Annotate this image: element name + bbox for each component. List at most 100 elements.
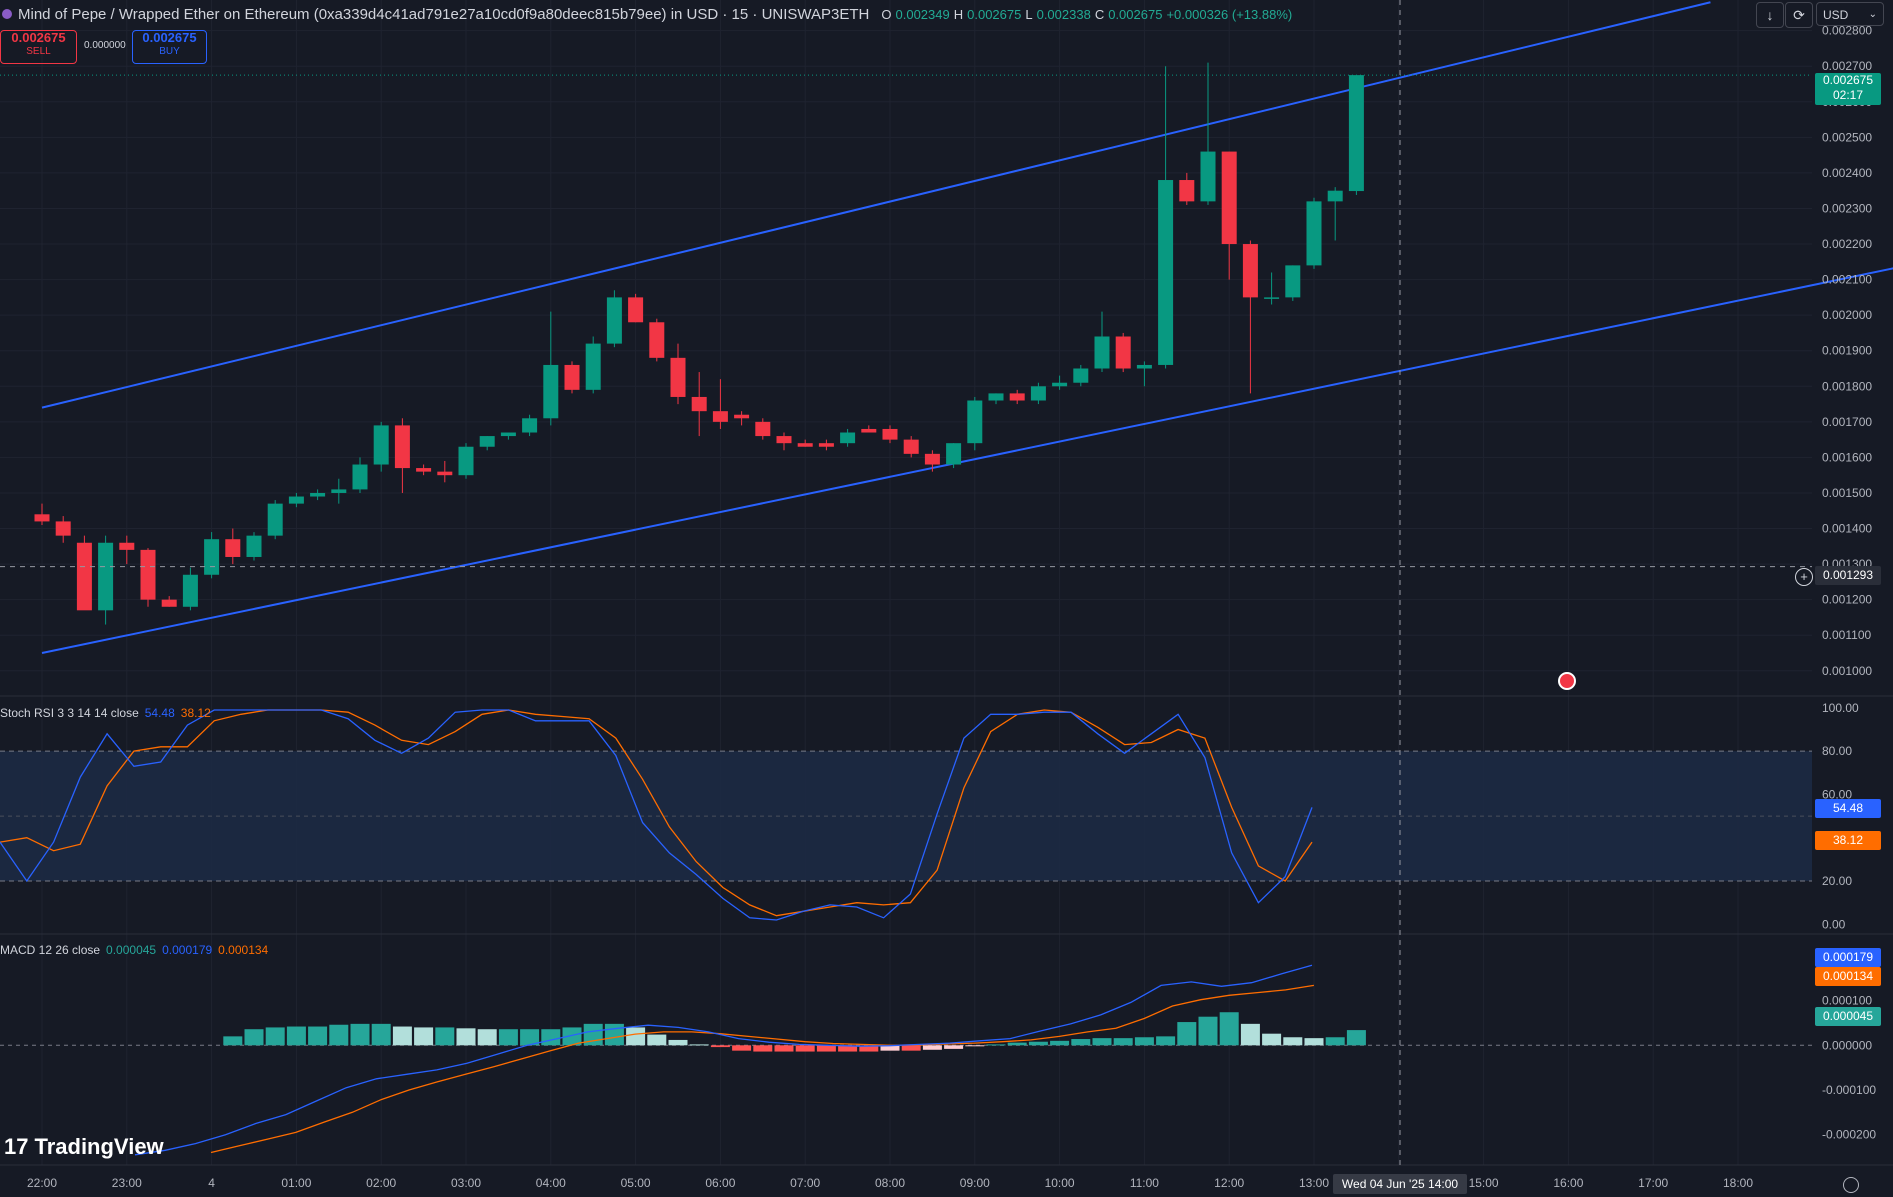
arrow-down-icon[interactable]: ↓ (1756, 2, 1784, 28)
macd-pane[interactable] (0, 964, 1812, 1156)
candle-body (246, 535, 262, 557)
economic-event-flag-icon[interactable] (1558, 672, 1576, 690)
price-axis-label: 0.002800 (1822, 24, 1872, 38)
macd-histogram-bar (477, 1029, 497, 1046)
macd-histogram-bar (1071, 1039, 1091, 1046)
price-axis-label: 0.002000 (1822, 308, 1872, 322)
candle-body (34, 514, 50, 522)
macd-histogram-bar (1113, 1038, 1133, 1046)
macd-histogram-bar (1304, 1038, 1324, 1046)
candle-body (140, 549, 156, 600)
refresh-icon[interactable]: ⟳ (1785, 2, 1813, 28)
stoch-axis-label: 60.00 (1822, 787, 1852, 801)
candle-body (416, 468, 432, 472)
candle-body (373, 425, 389, 465)
price-axis-label: 0.001100 (1822, 628, 1871, 642)
macd-signal-tag-value: 0.000134 (1822, 969, 1874, 983)
candle-body (522, 418, 538, 433)
add-alert-icon[interactable]: + (1795, 568, 1813, 586)
stoch-d-line (0, 709, 1313, 917)
candle-body (1115, 336, 1131, 369)
candle-body (479, 436, 495, 447)
macd-line-tag: 0.000179 (1815, 948, 1881, 967)
stoch-rsi-pane[interactable] (0, 709, 1812, 921)
time-axis-label: 01:00 (281, 1176, 311, 1190)
macd-histogram-bar (244, 1029, 264, 1046)
macd-macd-value: 0.000179 (162, 943, 213, 957)
candle-body (818, 443, 834, 447)
candle-body (394, 425, 410, 469)
candle-body (1221, 151, 1237, 245)
price-axis-label: 0.001400 (1822, 522, 1872, 536)
macd-histogram-bar (329, 1024, 349, 1046)
symbol-title[interactable]: Mind of Pepe / Wrapped Ether on Ethereum… (18, 5, 870, 23)
pane-dividers (0, 695, 1893, 1166)
symbol-header: Mind of Pepe / Wrapped Ether on Ethereum… (0, 0, 1292, 28)
tradingview-logo[interactable]: 17 TradingView (4, 1134, 164, 1160)
currency-select[interactable]: USD ⌄ (1816, 2, 1884, 26)
candle-body (606, 297, 622, 344)
candle-body (903, 439, 919, 454)
macd-histogram-bar (689, 1044, 709, 1046)
ohlc-change: +0.000326 (+13.88%) (1166, 6, 1293, 22)
buy-label: BUY (159, 46, 180, 57)
axes: 22:00 23:00 4 01:00 02:00 03:00 04:00 05:00 06:0… (27, 24, 1876, 1190)
sell-button[interactable]: 0.002675 SELL (0, 30, 77, 64)
price-axis-label: 0.001000 (1822, 664, 1872, 678)
sell-label: SELL (26, 46, 51, 57)
chart-grid (0, 0, 1812, 1165)
candle-body (1200, 151, 1216, 202)
candle-body (1264, 297, 1280, 299)
macd-histogram-bar (371, 1023, 391, 1046)
buy-price: 0.002675 (142, 30, 197, 45)
macd-histogram-bar (392, 1026, 412, 1046)
price-pane[interactable] (0, 1, 1893, 654)
macd-histogram-bar (350, 1023, 370, 1046)
price-axis-label: 0.002100 (1822, 273, 1872, 287)
ohlc-open-value: 0.002349 (895, 6, 950, 22)
macd-histogram-bar (774, 1045, 794, 1052)
macd-histogram-bar (626, 1027, 646, 1046)
stoch-legend[interactable]: Stoch RSI 3 3 14 14 close 54.48 38.12 (0, 706, 211, 720)
macd-hist-tag-value: 0.000045 (1822, 1009, 1874, 1023)
macd-histogram-bar (1240, 1023, 1260, 1046)
stoch-axis-label: 20.00 (1822, 874, 1852, 888)
crosshair-price-tag: 0.001293 (1815, 566, 1881, 585)
macd-histogram-bar (308, 1026, 328, 1046)
candle-body (585, 343, 601, 390)
ohlc-low-value: 0.002338 (1036, 6, 1091, 22)
macd-histogram-bar (1346, 1030, 1366, 1046)
stoch-d-tag: 38.12 (1815, 831, 1881, 850)
upper-channel-trendline (41, 1, 1711, 409)
time-axis-label: 4 (208, 1176, 215, 1190)
candle-body (437, 471, 453, 476)
crosshair-date: Wed 04 Jun '25 (1341, 1177, 1425, 1191)
candle-body (840, 432, 856, 444)
candle-body (924, 453, 940, 465)
candle-body (649, 322, 665, 358)
macd-histogram-bar (965, 1045, 985, 1047)
candle-body (331, 489, 347, 493)
macd-hist-tag: 0.000045 (1815, 1007, 1881, 1026)
time-axis-label: 03:00 (451, 1176, 481, 1190)
candle-body (288, 496, 304, 504)
stoch-axis-label: 0.00 (1822, 917, 1846, 931)
ohlc-close-label: C (1094, 6, 1105, 22)
stoch-k-tag: 54.48 (1815, 799, 1881, 818)
price-axis-label: 0.002700 (1822, 59, 1872, 73)
macd-histogram-bar (986, 1044, 1006, 1046)
candle-body (98, 542, 114, 611)
candle-body (1158, 180, 1174, 365)
macd-legend[interactable]: MACD 12 26 close 0.000045 0.000179 0.000… (0, 943, 268, 957)
macd-histogram-bar (838, 1045, 858, 1052)
buy-button[interactable]: 0.002675 BUY (132, 30, 207, 64)
macd-histogram-bar (562, 1027, 582, 1046)
time-axis-label: 17:00 (1638, 1176, 1668, 1190)
macd-histogram-bar (435, 1027, 455, 1046)
macd-histogram-bar (1134, 1037, 1154, 1046)
macd-line (134, 964, 1313, 1156)
candle-body (734, 414, 750, 419)
macd-histogram-bar (753, 1045, 773, 1052)
settings-gear-icon[interactable] (1843, 1177, 1859, 1193)
